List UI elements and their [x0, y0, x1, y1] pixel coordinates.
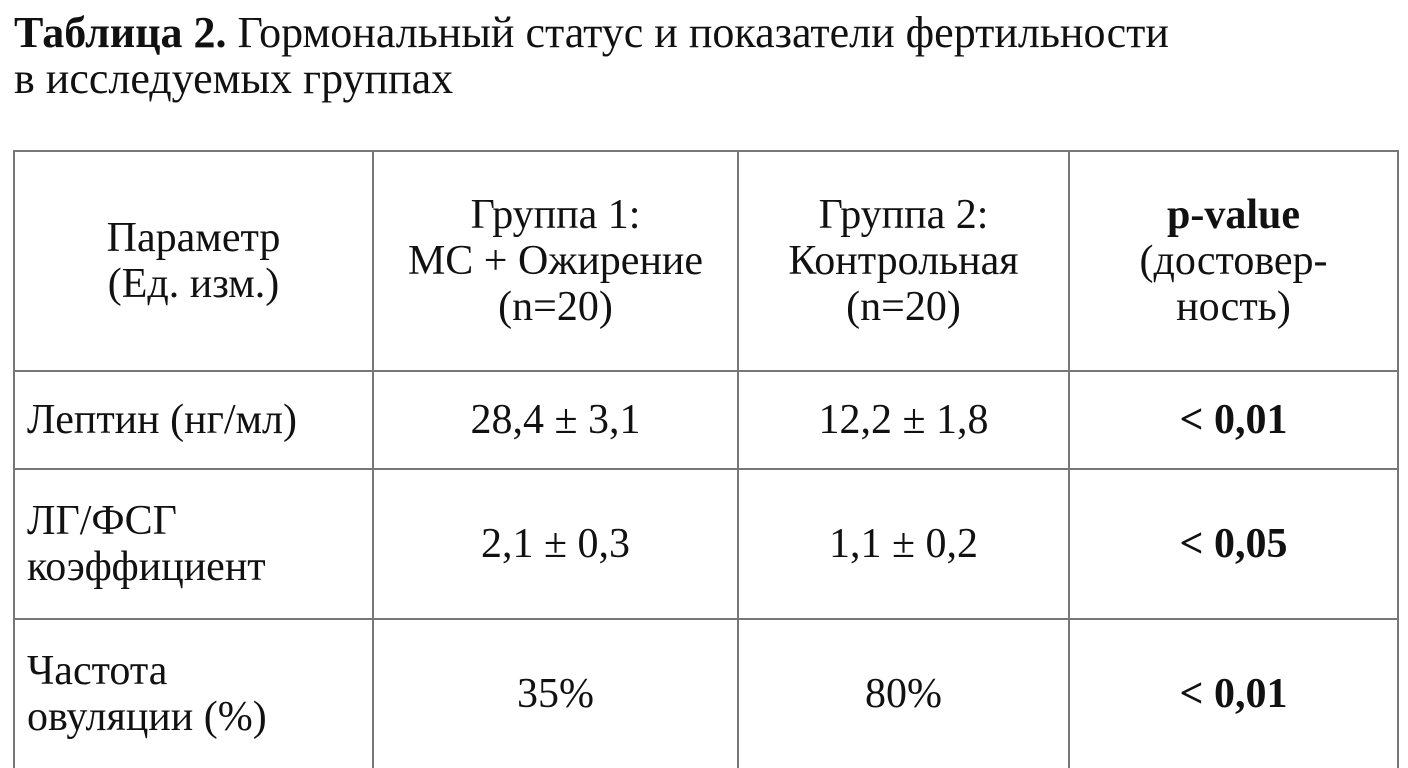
cell: 2,1 ± 0,3: [372, 468, 739, 620]
header-text: (n=20): [846, 284, 961, 330]
cell: 35%: [372, 618, 739, 768]
param-cell: ЛГ/ФСГ коэффициент: [13, 468, 374, 620]
caption-text: Гормональный статус и показатели фертиль…: [237, 8, 1169, 57]
header-cell: Параметр (Ед. изм.): [13, 150, 374, 372]
cell: 28,4 ± 3,1: [372, 370, 739, 470]
table-caption: Таблица 2. Гормональный статус и показат…: [14, 10, 1169, 102]
caption-text: в исследуемых группах: [14, 54, 454, 103]
header-text: МС + Ожирение: [407, 238, 704, 284]
cell: 80%: [737, 618, 1070, 768]
cell-text: ЛГ/ФСГ: [27, 498, 177, 544]
cell-text: коэффициент: [27, 544, 266, 590]
header-text: (Ед. изм.): [107, 261, 280, 307]
header-text: (достовер-: [1139, 238, 1328, 284]
header-text: p-value: [1166, 192, 1300, 238]
header-cell: Группа 1: МС + Ожирение (n=20): [372, 150, 739, 372]
header-text: Параметр: [106, 215, 281, 261]
caption-label: Таблица 2.: [14, 8, 227, 57]
table-row: ЛГ/ФСГ коэффициент 2,1 ± 0,3 1,1 ± 0,2 < …: [13, 468, 1399, 620]
data-table: Параметр (Ед. изм.) Группа 1: МС + Ожирени…: [13, 150, 1399, 768]
cell-text: Частота: [27, 648, 168, 694]
param-cell: Частота овуляции (%): [13, 618, 374, 768]
cell: < 0,01: [1068, 618, 1399, 768]
cell: 1,1 ± 0,2: [737, 468, 1070, 620]
cell-text: Лептин (нг/мл): [27, 397, 298, 443]
header-text: (n=20): [498, 284, 613, 330]
cell: < 0,05: [1068, 468, 1399, 620]
header-text: Контрольная: [788, 238, 1019, 284]
header-text: Группа 2:: [818, 192, 989, 238]
cell: 12,2 ± 1,8: [737, 370, 1070, 470]
cell: < 0,01: [1068, 370, 1399, 470]
table-row: Лептин (нг/мл) 28,4 ± 3,1 12,2 ± 1,8 < 0…: [13, 370, 1399, 470]
header-text: ность): [1176, 284, 1291, 330]
cell-text: овуляции (%): [27, 694, 267, 740]
table-row: Частота овуляции (%) 35% 80% < 0,01: [13, 618, 1399, 768]
header-cell: Группа 2: Контрольная (n=20): [737, 150, 1070, 372]
param-cell: Лептин (нг/мл): [13, 370, 374, 470]
header-cell: p-value (достовер-ность): [1068, 150, 1399, 372]
header-row: Параметр (Ед. изм.) Группа 1: МС + Ожирени…: [13, 150, 1399, 372]
header-text: Группа 1:: [470, 192, 641, 238]
